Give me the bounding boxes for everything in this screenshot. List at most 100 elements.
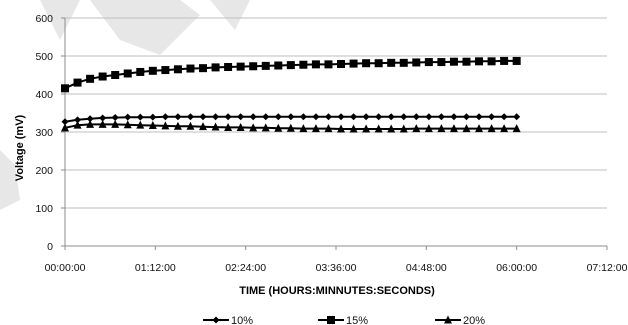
data-point	[262, 62, 270, 70]
data-point	[237, 113, 244, 120]
data-point	[136, 68, 144, 76]
data-point	[476, 113, 483, 120]
background-watermark	[0, 0, 250, 210]
data-point	[462, 58, 470, 66]
x-tick-labels: 00:00:00 01:12:00 02:24:00 03:36:00 04:48:00…	[45, 262, 628, 274]
data-point	[437, 58, 445, 66]
legend-marker	[213, 317, 220, 324]
data-point	[350, 60, 358, 68]
y-tick-label: 300	[35, 127, 53, 139]
series-20%	[61, 120, 521, 133]
x-tick-label: 01:12:00	[135, 262, 176, 274]
data-point	[324, 60, 332, 68]
x-tick-label: 04:48:00	[406, 262, 447, 274]
x-tick-label: 06:00:00	[496, 262, 537, 274]
data-point	[212, 63, 220, 71]
data-point	[500, 57, 508, 65]
data-point	[99, 73, 107, 81]
data-point	[388, 113, 395, 120]
data-point	[137, 114, 144, 121]
data-point	[350, 113, 357, 120]
data-point	[262, 113, 269, 120]
data-point	[200, 113, 207, 120]
data-point	[186, 65, 194, 73]
legend-label: 10%	[231, 315, 253, 325]
y-axis-title: Voltage (mV)	[14, 114, 26, 181]
x-tick-label: 03:36:00	[316, 262, 357, 274]
data-point	[275, 113, 282, 120]
data-point	[463, 113, 470, 120]
data-point	[149, 67, 157, 75]
y-tick-label: 0	[47, 241, 53, 253]
data-point	[287, 113, 294, 120]
data-point	[237, 63, 245, 71]
data-point	[450, 113, 457, 120]
x-tick-label: 00:00:00	[45, 262, 86, 274]
data-point	[249, 62, 257, 70]
legend-item: 20%	[435, 315, 485, 325]
data-point	[161, 66, 169, 74]
y-tick-label: 500	[35, 51, 53, 63]
legend-marker	[327, 316, 335, 324]
y-tick-labels: 0 100 200 300 400 500 600	[35, 13, 53, 253]
data-point	[149, 114, 156, 121]
data-point	[212, 113, 219, 120]
data-point	[337, 60, 345, 68]
data-point	[387, 59, 395, 67]
data-point	[450, 58, 458, 66]
data-point	[124, 114, 131, 121]
data-point	[312, 113, 319, 120]
data-point	[513, 113, 520, 120]
data-point	[162, 113, 169, 120]
series-layer	[61, 57, 521, 133]
data-point	[362, 59, 370, 67]
x-tick-label: 07:12:00	[587, 262, 628, 274]
data-point	[225, 113, 232, 120]
data-point	[488, 113, 495, 120]
data-point	[312, 60, 320, 68]
data-point	[274, 62, 282, 70]
data-point	[501, 113, 508, 120]
y-tick-label: 200	[35, 165, 53, 177]
data-point	[224, 63, 232, 71]
data-point	[174, 113, 181, 120]
data-point	[299, 61, 307, 69]
y-tick-label: 600	[35, 13, 53, 25]
y-tick-label: 100	[35, 203, 53, 215]
data-point	[325, 113, 332, 120]
data-point	[287, 61, 295, 69]
legend-item: 15%	[318, 315, 368, 325]
data-point	[250, 113, 257, 120]
data-point	[338, 113, 345, 120]
series-15%	[61, 57, 521, 92]
data-point	[413, 113, 420, 120]
data-point	[400, 113, 407, 120]
axes	[61, 18, 607, 250]
data-point	[425, 113, 432, 120]
series-10%	[62, 113, 521, 125]
data-point	[363, 113, 370, 120]
data-point	[111, 71, 119, 79]
data-point	[86, 75, 94, 83]
data-point	[425, 58, 433, 66]
data-point	[124, 69, 132, 77]
data-point	[412, 58, 420, 66]
data-point	[74, 79, 82, 87]
legend-label: 20%	[463, 315, 485, 325]
data-point	[174, 65, 182, 73]
data-point	[199, 64, 207, 72]
data-point	[438, 113, 445, 120]
legend-item: 10%	[203, 315, 253, 325]
data-point	[300, 113, 307, 120]
x-tick-label: 02:24:00	[225, 262, 266, 274]
x-axis-title: TIME (HOURS:MINNUTES:SECONDS)	[239, 285, 435, 297]
data-point	[187, 113, 194, 120]
y-tick-label: 400	[35, 89, 53, 101]
data-point	[375, 59, 383, 67]
data-point	[375, 113, 382, 120]
data-point	[513, 57, 521, 65]
data-point	[488, 57, 496, 65]
legend-label: 15%	[346, 315, 368, 325]
data-point	[400, 59, 408, 67]
